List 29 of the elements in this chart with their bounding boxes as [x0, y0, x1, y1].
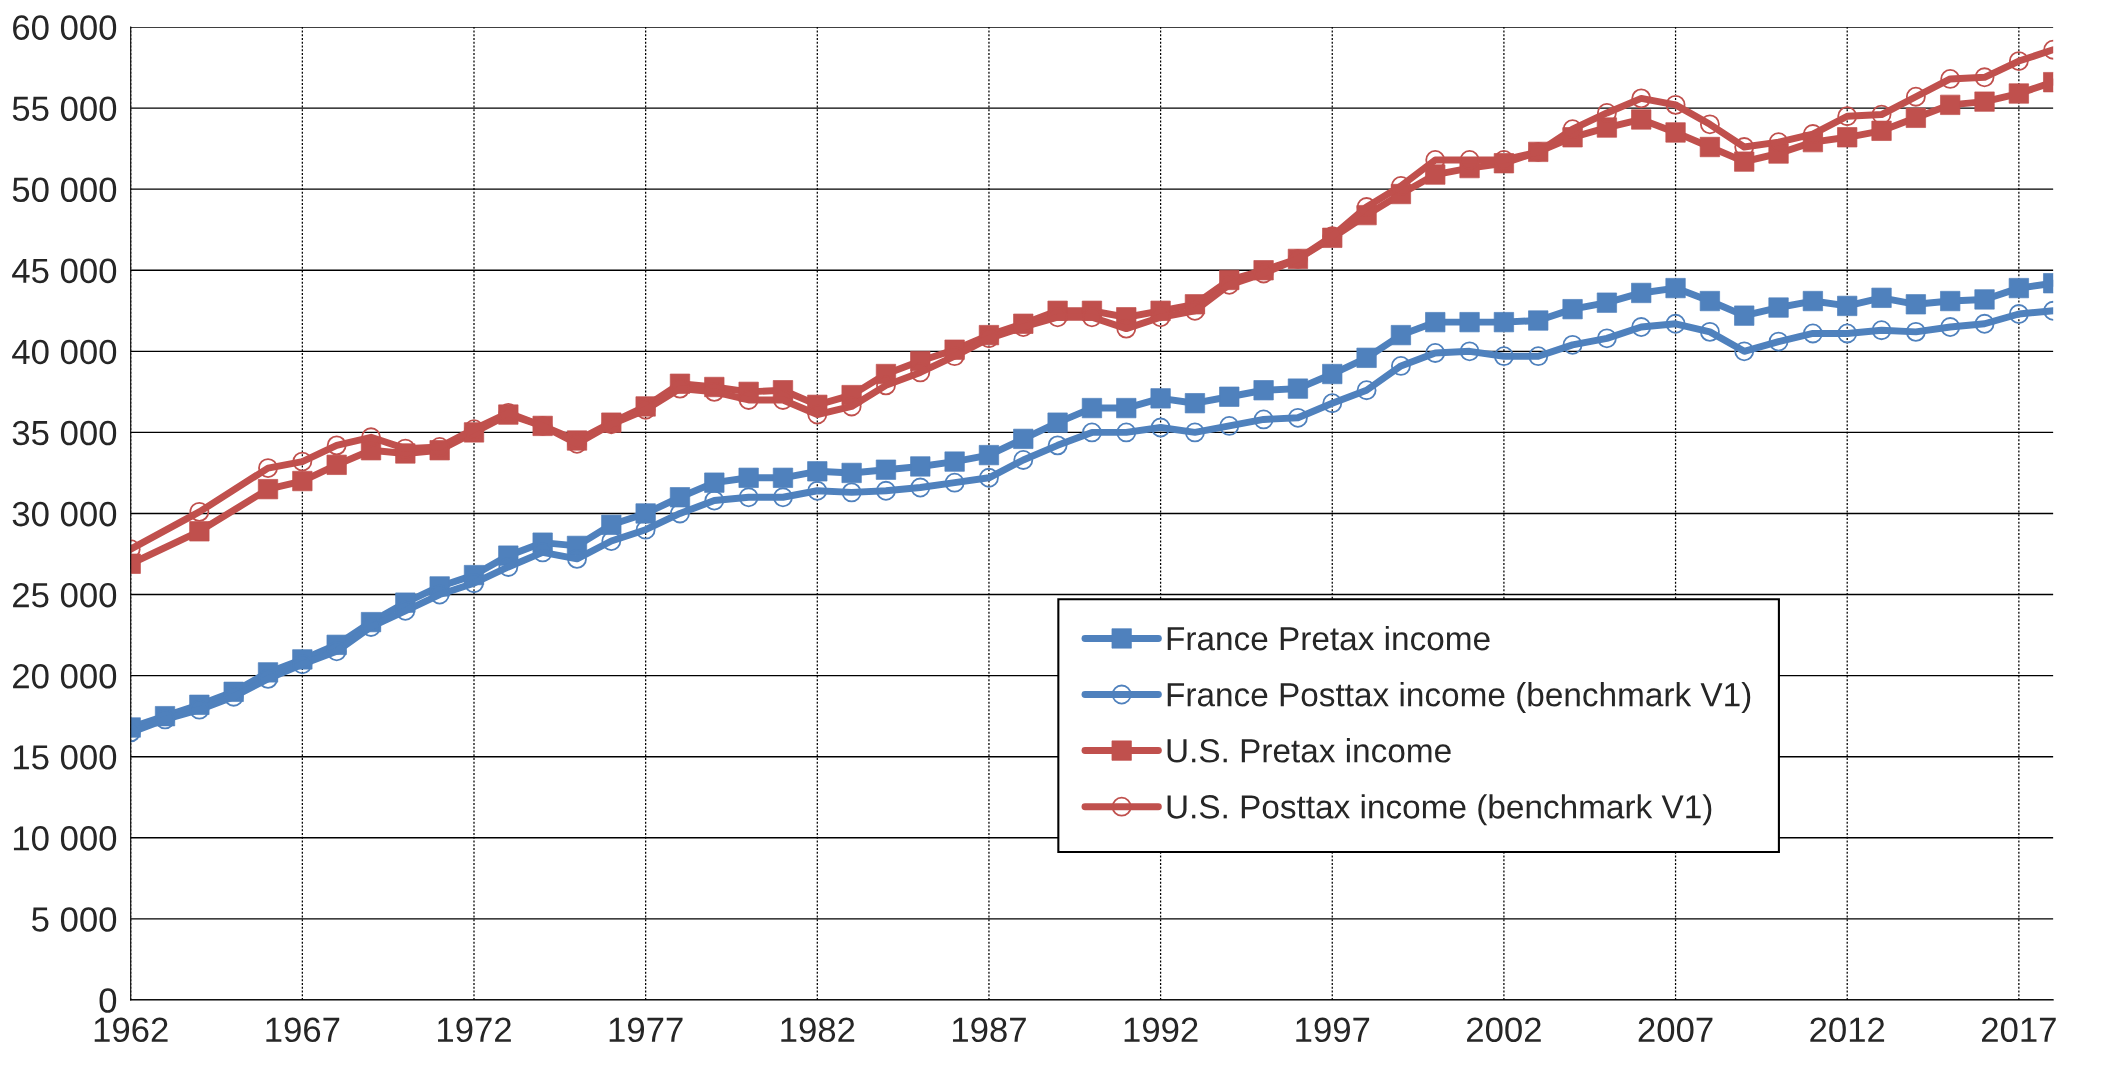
- y-tick-label: 25 000: [13, 582, 117, 608]
- y-tick-label: 40 000: [12, 339, 117, 365]
- y-tick-label: 0: [99, 988, 117, 1013]
- x-tick-label: 1972: [438, 1017, 511, 1043]
- x-tick-label: 1992: [1124, 1017, 1198, 1043]
- legend-label: U.S. Pretax income: [1167, 738, 1451, 763]
- x-tick-label: 2002: [1467, 1017, 1541, 1043]
- x-tick-label: 1967: [266, 1017, 340, 1043]
- y-tick-label: 20 000: [13, 663, 117, 689]
- x-tick-label: 1997: [1296, 1017, 1370, 1043]
- y-tick-label: 15 000: [13, 745, 117, 770]
- y-tick-label: 35 000: [12, 420, 117, 446]
- legend-label: France Pretax income: [1167, 625, 1490, 651]
- y-tick-label: 50 000: [12, 177, 117, 203]
- y-tick-label: 55 000: [12, 96, 117, 122]
- y-tick-label: 60 000: [13, 15, 117, 40]
- x-tick-label: 2017: [1981, 1017, 2056, 1043]
- x-tick-label: 2012: [1810, 1017, 1885, 1043]
- y-tick-label: 10 000: [13, 826, 117, 851]
- y-tick-label: 30 000: [12, 501, 117, 527]
- x-tick-label: 2007: [1638, 1017, 1713, 1043]
- x-tick-label: 1987: [952, 1017, 1026, 1043]
- legend-label: France Posttax income (benchmark V1): [1167, 682, 1751, 714]
- x-tick-label: 1977: [609, 1017, 683, 1043]
- y-tick-label: 45 000: [12, 258, 117, 284]
- y-tick-label: 5 000: [32, 907, 117, 932]
- x-tick-label: 1962: [94, 1017, 168, 1043]
- legend-label: U.S. Posttax income (benchmark V1): [1167, 794, 1712, 826]
- x-tick-label: 1982: [781, 1017, 855, 1043]
